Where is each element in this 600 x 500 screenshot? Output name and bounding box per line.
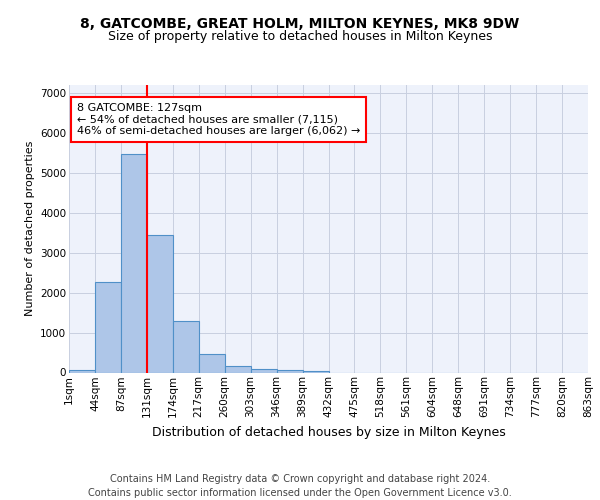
Bar <box>277 370 302 372</box>
Bar <box>225 366 251 372</box>
Text: Size of property relative to detached houses in Milton Keynes: Size of property relative to detached ho… <box>108 30 492 43</box>
Bar <box>199 354 224 372</box>
Bar <box>251 369 277 372</box>
Bar <box>121 154 147 372</box>
Text: 8 GATCOMBE: 127sqm
← 54% of detached houses are smaller (7,115)
46% of semi-deta: 8 GATCOMBE: 127sqm ← 54% of detached hou… <box>77 103 360 136</box>
X-axis label: Distribution of detached houses by size in Milton Keynes: Distribution of detached houses by size … <box>152 426 505 438</box>
Bar <box>147 235 173 372</box>
Y-axis label: Number of detached properties: Number of detached properties <box>25 141 35 316</box>
Text: Contains HM Land Registry data © Crown copyright and database right 2024.
Contai: Contains HM Land Registry data © Crown c… <box>88 474 512 498</box>
Bar <box>69 370 95 372</box>
Text: 8, GATCOMBE, GREAT HOLM, MILTON KEYNES, MK8 9DW: 8, GATCOMBE, GREAT HOLM, MILTON KEYNES, … <box>80 18 520 32</box>
Bar <box>173 320 199 372</box>
Bar <box>95 282 121 372</box>
Bar <box>302 371 329 372</box>
